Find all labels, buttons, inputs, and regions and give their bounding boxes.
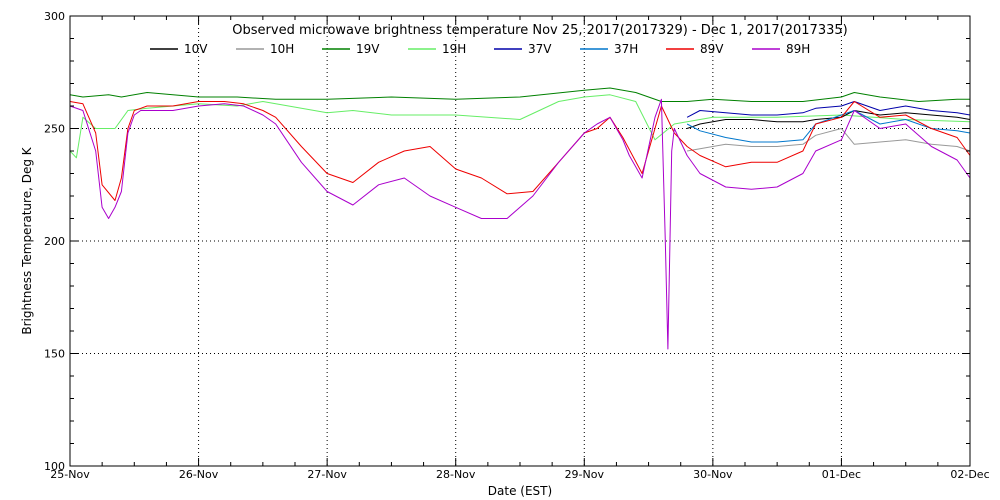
y-tick-label: 200 <box>44 235 65 248</box>
x-axis-label: Date (EST) <box>488 484 552 498</box>
legend-label-10h: 10H <box>270 42 294 56</box>
legend-label-37h: 37H <box>614 42 638 56</box>
legend-label-19v: 19V <box>356 42 380 56</box>
y-axis: 100 150 200 250 300 <box>44 10 970 473</box>
series-line-10h <box>687 128 971 152</box>
legend-label-89v: 89V <box>700 42 724 56</box>
series-line-89h <box>69 98 971 350</box>
y-tick-label: 250 <box>44 123 65 136</box>
legend-label-10v: 10V <box>184 42 208 56</box>
x-axis: 25-Nov 26-Nov 27-Nov 28-Nov 29-Nov 30-Nov 01-D… <box>50 16 990 481</box>
series-line-37h <box>686 110 971 143</box>
x-tick-label: 26-Nov <box>179 468 219 481</box>
x-tick-label: 02-Dec <box>950 468 989 481</box>
series-line-89v <box>69 101 971 201</box>
y-tick-label: 300 <box>44 10 65 23</box>
x-tick-label: 01-Dec <box>822 468 861 481</box>
chart-title: Observed microwave brightness temperatur… <box>232 23 847 38</box>
series-line-10v <box>686 110 971 129</box>
x-tick-label: 27-Nov <box>307 468 347 481</box>
legend-label-37v: 37V <box>528 42 552 56</box>
legend-label-89h: 89H <box>786 42 810 56</box>
series-line-19v <box>69 87 970 102</box>
grid <box>70 16 970 466</box>
series-line-37v <box>686 101 971 118</box>
legend-label-19h: 19H <box>442 42 466 56</box>
x-tick-label: 28-Nov <box>436 468 476 481</box>
x-tick-label: 25-Nov <box>50 468 90 481</box>
y-axis-label: Brightness Temperature, Deg K <box>20 146 34 334</box>
y-tick-label: 100 <box>44 460 65 473</box>
series-line-19h <box>69 94 971 159</box>
y-tick-label: 150 <box>44 348 65 361</box>
legend: 10V 10H 19V 19H 37V 37H 89V 89H <box>150 42 810 56</box>
series-group <box>69 87 971 350</box>
x-tick-label: 29-Nov <box>565 468 605 481</box>
x-tick-label: 30-Nov <box>693 468 733 481</box>
